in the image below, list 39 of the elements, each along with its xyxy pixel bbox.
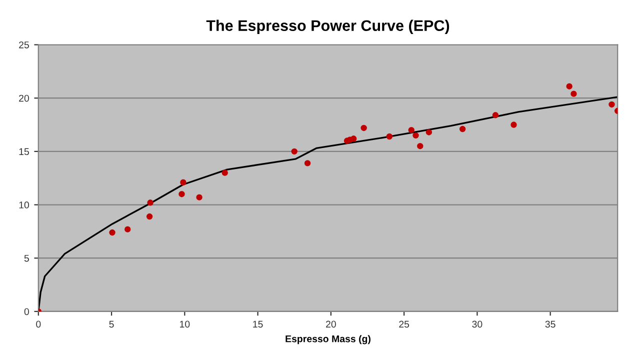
point xyxy=(426,129,432,136)
point xyxy=(304,160,311,166)
y-tick-label: 15 xyxy=(19,148,29,156)
point xyxy=(180,179,186,186)
x-axis-title: Espresso Mass (g) xyxy=(286,335,370,344)
point xyxy=(608,101,615,108)
point xyxy=(109,229,116,236)
y-tick-label: 10 xyxy=(19,202,29,208)
chart-title: The Espresso Power Curve (EPC) xyxy=(206,20,450,34)
y-tick-label: 5 xyxy=(24,254,29,262)
point xyxy=(360,124,367,132)
point xyxy=(291,148,298,155)
point xyxy=(147,200,154,206)
x-tick-label: 35 xyxy=(545,320,556,328)
point xyxy=(412,132,419,139)
point xyxy=(178,191,185,198)
point xyxy=(146,213,153,220)
y-tick-label: 20 xyxy=(19,94,29,102)
point xyxy=(350,136,357,142)
x-tick-label: 15 xyxy=(253,320,263,328)
point xyxy=(510,122,517,128)
point xyxy=(566,83,572,90)
point xyxy=(492,112,499,118)
x-tick-label: 10 xyxy=(180,320,190,328)
point xyxy=(570,90,577,97)
x-tick-label: 0 xyxy=(36,320,41,328)
point xyxy=(196,194,202,200)
point xyxy=(417,143,424,150)
x-tick-label: 30 xyxy=(472,320,482,328)
x-tick-label: 25 xyxy=(399,320,410,328)
y-tick-label: 25 xyxy=(19,41,29,48)
point xyxy=(408,126,414,134)
point xyxy=(459,126,466,132)
point xyxy=(222,170,228,176)
x-tick-label: 5 xyxy=(109,320,114,328)
point xyxy=(124,226,131,232)
point xyxy=(386,133,393,140)
y-tick-label: 0 xyxy=(24,308,29,316)
x-tick-label: 20 xyxy=(326,320,336,328)
